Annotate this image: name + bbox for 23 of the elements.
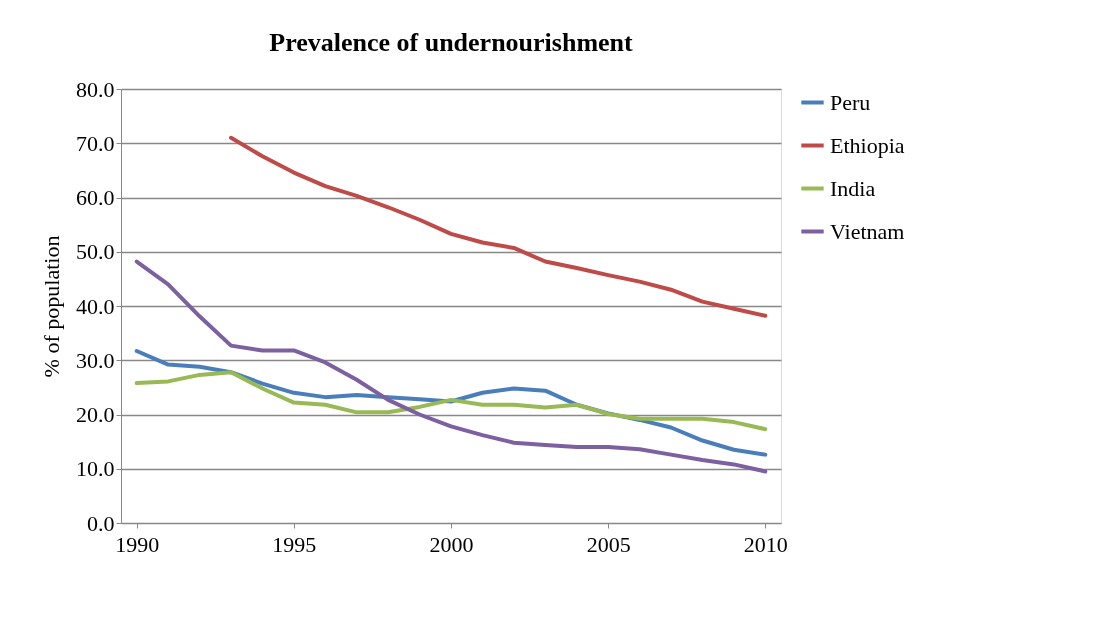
y-axis-title: % of population <box>39 235 64 378</box>
line-series <box>134 370 768 432</box>
x-tick-label: 1990 <box>115 531 160 557</box>
line-series <box>134 259 768 474</box>
y-tick-label: 40.0 <box>76 293 115 319</box>
x-tick-label: 1995 <box>272 531 317 557</box>
y-tick-label: 10.0 <box>76 456 115 482</box>
legend-label: Vietnam <box>830 218 905 244</box>
x-tick-label: 2005 <box>586 531 631 557</box>
y-tick-label: 70.0 <box>76 130 115 156</box>
y-tick-label: 0.0 <box>87 510 115 536</box>
x-tick-label: 2010 <box>743 531 788 557</box>
y-tick-label: 60.0 <box>76 185 115 210</box>
legend-label: India <box>830 175 876 201</box>
y-tick-label: 30.0 <box>76 347 115 373</box>
y-tick-label: 20.0 <box>76 402 115 427</box>
chart-title: Prevalence of undernourishment <box>269 28 634 57</box>
y-tick-label: 50.0 <box>76 239 115 265</box>
legend-label: Ethiopia <box>830 132 905 158</box>
x-tick-label: 2000 <box>429 531 474 557</box>
y-tick-label: 80.0 <box>76 76 115 102</box>
line-series <box>229 135 768 318</box>
legend-label: Peru <box>830 89 871 115</box>
